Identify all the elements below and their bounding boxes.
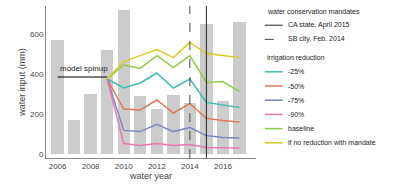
svg-text:water year: water year <box>129 171 172 181</box>
svg-text:2008: 2008 <box>82 162 100 171</box>
svg-text:2016: 2016 <box>214 162 232 171</box>
svg-text:2006: 2006 <box>49 162 67 171</box>
svg-text:200: 200 <box>30 110 44 119</box>
svg-text:-50%: -50% <box>288 83 304 90</box>
svg-text:SB city, Feb. 2014: SB city, Feb. 2014 <box>288 35 345 43</box>
svg-text:400: 400 <box>30 70 44 79</box>
svg-text:0: 0 <box>39 150 44 159</box>
svg-text:-90%: -90% <box>288 111 304 118</box>
svg-text:2010: 2010 <box>115 162 133 171</box>
svg-text:water input (mm): water input (mm) <box>17 48 27 117</box>
svg-text:water conservation mandates: water conservation mandates <box>267 8 360 15</box>
svg-text:2012: 2012 <box>148 162 166 171</box>
svg-text:CA state, April 2015: CA state, April 2015 <box>288 21 350 29</box>
svg-text:model spinup: model spinup <box>60 64 108 73</box>
svg-text:-25%: -25% <box>288 68 304 75</box>
svg-text:irrigation reduction: irrigation reduction <box>267 54 325 62</box>
svg-text:2014: 2014 <box>181 162 199 171</box>
svg-text:if no reduction with mandate: if no reduction with mandate <box>288 139 376 146</box>
svg-text:-75%: -75% <box>288 97 304 104</box>
svg-text:baseline: baseline <box>288 125 314 132</box>
svg-text:600: 600 <box>30 30 44 39</box>
